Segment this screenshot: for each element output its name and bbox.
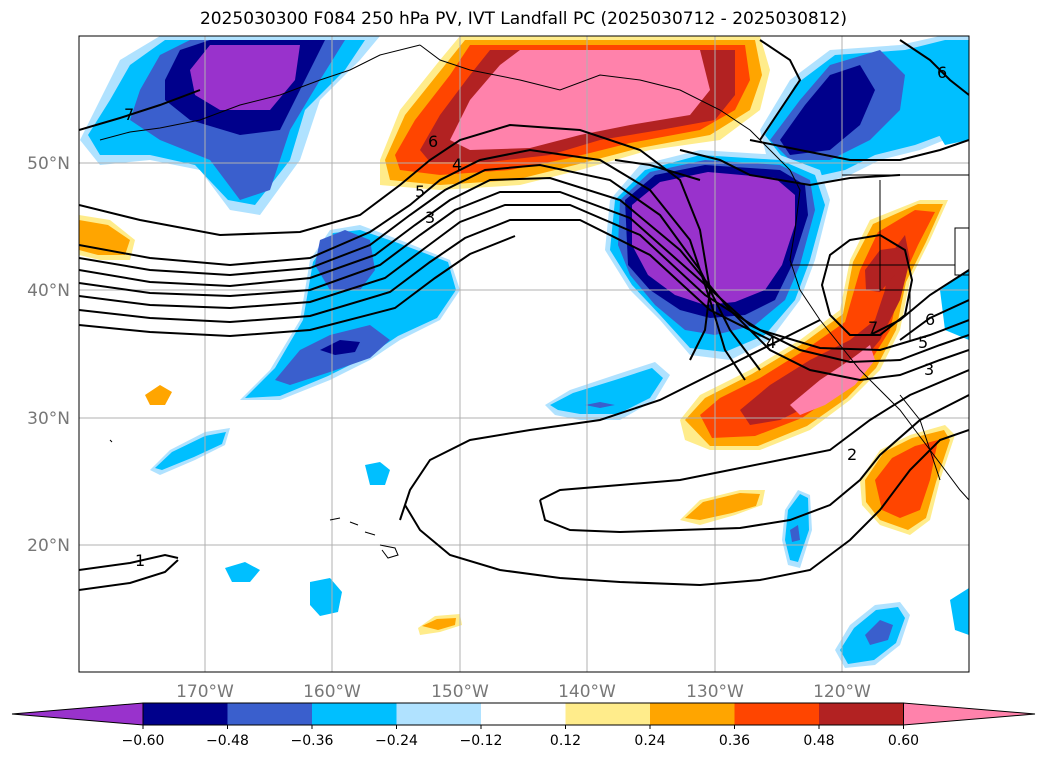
colorbar-tick-label: 0.36 — [719, 733, 750, 749]
contour-label: 2 — [847, 445, 857, 464]
contour-label: 7 — [868, 318, 878, 337]
colorbar-tick-label: 0.12 — [550, 733, 581, 749]
contour-label: 5 — [918, 333, 928, 352]
colorbar-tick-label: −0.36 — [291, 733, 334, 749]
colorbar-segment — [227, 703, 312, 725]
colorbar-segment — [481, 703, 566, 725]
colorbar-frame — [142, 702, 904, 726]
colorbar-tick-label: −0.24 — [375, 733, 418, 749]
map-title: 2025030300 F084 250 hPa PV, IVT Landfall… — [199, 9, 847, 29]
colorbar-segment — [143, 703, 228, 725]
colorbar-segment — [312, 703, 397, 725]
lat-label: 50°N — [27, 154, 70, 174]
contour-label: 6 — [937, 63, 947, 82]
lon-label: 140°W — [558, 682, 616, 702]
longitude-labels: 170°W 160°W 150°W 140°W 130°W 120°W — [176, 682, 871, 702]
lat-label: 40°N — [27, 281, 70, 301]
contour-label: 3 — [425, 208, 435, 227]
lat-label: 20°N — [27, 536, 70, 556]
colorbar-segment — [819, 703, 904, 725]
colorbar-segment — [396, 703, 481, 725]
lat-label: 30°N — [27, 409, 70, 429]
lon-label: 120°W — [813, 682, 871, 702]
colorbar-tick-label: −0.12 — [460, 733, 503, 749]
lon-label: 130°W — [686, 682, 744, 702]
colorbar: −0.60 −0.48 −0.36 −0.24 −0.12 0.12 0.24 0.36 0.4… — [11, 702, 1036, 749]
colorbar-extend-left — [11, 702, 144, 726]
colorbar-extend-right — [903, 702, 1036, 726]
colorbar-tick-label: 0.60 — [888, 733, 919, 749]
colorbar-tick-label: −0.48 — [206, 733, 249, 749]
lon-label: 150°W — [431, 682, 489, 702]
colorbar-segment — [565, 703, 650, 725]
contour-label: 6 — [925, 310, 935, 329]
contour-label: 4 — [452, 155, 462, 174]
contour-label: 1 — [135, 551, 145, 570]
map-frame — [78, 35, 970, 673]
lon-label: 170°W — [176, 682, 234, 702]
latitude-labels: 50°N 40°N 30°N 20°N — [27, 154, 70, 556]
lon-label: 160°W — [303, 682, 361, 702]
contour-label-group: 7 6 5 4 3 1 4 7 6 5 3 2 6 — [124, 63, 947, 570]
contour-label: 6 — [428, 132, 438, 151]
colorbar-tick-label: 0.48 — [803, 733, 834, 749]
contour-label: 3 — [924, 360, 934, 379]
colorbar-segment — [650, 703, 735, 725]
graticule — [79, 36, 969, 672]
contour-label: 4 — [766, 333, 776, 352]
colorbar-tick-label: 0.24 — [634, 733, 665, 749]
colorbar-tick-label: −0.60 — [122, 733, 165, 749]
contour-lines — [79, 39, 969, 591]
contour-label: 5 — [415, 182, 425, 201]
colorbar-segment — [734, 703, 819, 725]
contour-label: 7 — [124, 105, 134, 124]
